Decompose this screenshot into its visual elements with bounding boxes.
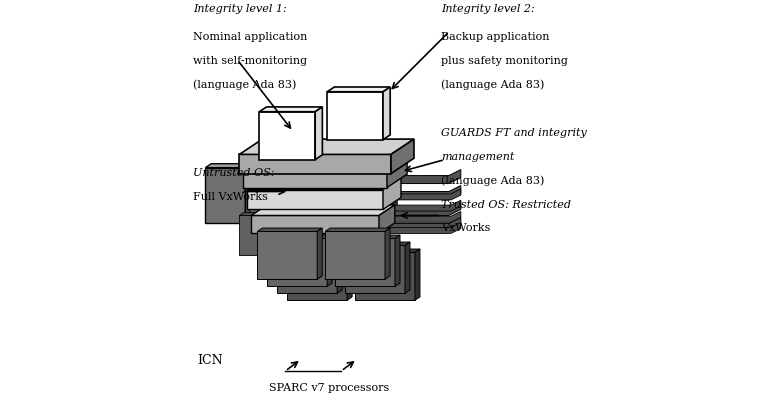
Text: Trusted OS: Restricted: Trusted OS: Restricted [441,200,571,209]
Polygon shape [337,165,398,168]
Polygon shape [269,168,325,207]
Polygon shape [247,178,401,190]
Text: ICN: ICN [198,354,223,367]
Text: VxWorks: VxWorks [441,223,490,233]
Polygon shape [381,170,461,184]
Polygon shape [381,201,461,215]
Polygon shape [328,92,383,140]
Text: plus safety monitoring: plus safety monitoring [441,56,568,66]
Polygon shape [245,164,251,223]
Text: (language Ada 83): (language Ada 83) [441,176,545,186]
Polygon shape [315,107,322,160]
Polygon shape [315,181,320,223]
Polygon shape [383,189,461,200]
Polygon shape [277,242,342,245]
Polygon shape [305,197,310,239]
Polygon shape [259,112,315,160]
Polygon shape [205,164,251,168]
Polygon shape [240,154,391,174]
Polygon shape [325,228,390,231]
Polygon shape [383,223,461,233]
Polygon shape [244,166,387,188]
Polygon shape [345,242,410,245]
Polygon shape [387,152,407,188]
Polygon shape [240,213,300,215]
Polygon shape [240,139,414,154]
Text: management: management [441,152,514,162]
Polygon shape [269,165,329,168]
Polygon shape [307,215,363,255]
Text: Untrusted OS:: Untrusted OS: [194,168,275,178]
Polygon shape [328,181,387,184]
Text: Full VxWorks: Full VxWorks [194,192,268,201]
Polygon shape [337,242,342,293]
Polygon shape [287,253,347,300]
Polygon shape [258,231,317,279]
Text: Backup application: Backup application [441,32,549,42]
Polygon shape [383,181,387,223]
Polygon shape [250,200,305,239]
Polygon shape [251,215,379,233]
Polygon shape [383,200,461,211]
Polygon shape [383,87,391,140]
Polygon shape [317,200,373,239]
Text: (language Ada 83): (language Ada 83) [441,80,545,90]
Polygon shape [381,217,461,231]
Polygon shape [268,239,328,286]
Polygon shape [259,107,322,112]
Polygon shape [395,235,400,286]
Text: GUARDS FT and integrity: GUARDS FT and integrity [441,128,587,138]
Text: Integrity level 2:: Integrity level 2: [441,4,534,14]
Polygon shape [405,242,410,293]
Polygon shape [373,197,377,239]
Polygon shape [317,197,377,200]
Polygon shape [328,184,383,223]
Polygon shape [325,231,385,279]
Polygon shape [347,249,352,300]
Polygon shape [337,168,393,207]
Polygon shape [328,87,391,92]
Polygon shape [385,228,390,279]
Polygon shape [250,197,310,200]
Polygon shape [355,249,420,253]
Polygon shape [268,235,332,239]
Polygon shape [244,152,407,166]
Polygon shape [328,235,332,286]
Polygon shape [287,249,352,253]
Polygon shape [391,139,414,174]
Polygon shape [259,184,315,223]
Polygon shape [345,245,405,293]
Polygon shape [379,205,394,233]
Polygon shape [307,213,367,215]
Polygon shape [259,181,320,184]
Polygon shape [277,245,337,293]
Polygon shape [383,178,401,209]
Polygon shape [251,205,394,215]
Polygon shape [381,186,461,200]
Polygon shape [393,165,398,207]
Text: Integrity level 1:: Integrity level 1: [194,4,287,14]
Polygon shape [355,253,415,300]
Polygon shape [325,165,329,207]
Polygon shape [205,168,245,223]
Polygon shape [317,228,322,279]
Polygon shape [363,213,367,255]
Text: Nominal application: Nominal application [194,32,308,42]
Polygon shape [258,228,322,231]
Text: (language Ada 83): (language Ada 83) [194,80,297,90]
Polygon shape [295,213,300,255]
Polygon shape [335,239,395,286]
Polygon shape [247,190,383,209]
Polygon shape [415,249,420,300]
Text: SPARC v7 processors: SPARC v7 processors [269,383,389,393]
Polygon shape [240,215,295,255]
Text: with self-monitoring: with self-monitoring [194,56,307,66]
Polygon shape [383,211,461,222]
Polygon shape [335,235,400,239]
